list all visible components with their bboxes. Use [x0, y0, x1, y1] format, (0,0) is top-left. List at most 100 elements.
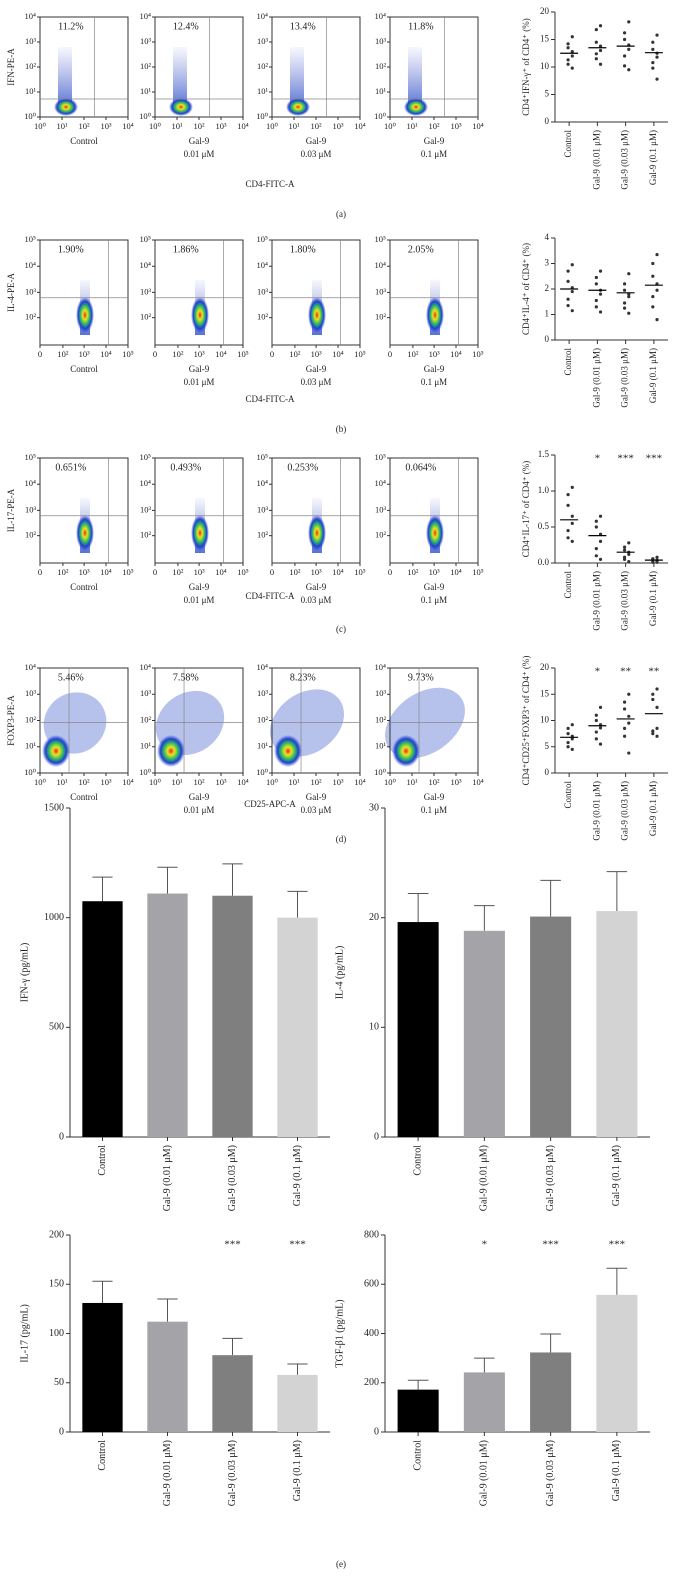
y-tick-label: 10⁰ [374, 111, 387, 121]
bar [463, 1372, 505, 1432]
data-point [651, 732, 655, 736]
y-tick-label: 10¹ [375, 86, 387, 96]
y-tick-label: 10² [25, 714, 37, 724]
category-label: 0.01 μM [184, 595, 215, 605]
x-tick-label: 10³ [311, 349, 323, 359]
data-point [598, 742, 603, 746]
significance-label: *** [224, 1239, 241, 1251]
data-point [627, 692, 631, 696]
data-point [570, 514, 574, 518]
quadrant-percent: 0.651% [55, 462, 86, 473]
category-label: 0.1 μM [421, 805, 447, 815]
x-tick-label: 10⁰ [384, 777, 397, 787]
y-tick-label: 10³ [140, 36, 152, 46]
data-point [627, 559, 631, 564]
x-tick-label: 10⁴ [237, 121, 249, 131]
data-point [566, 62, 570, 66]
category-label: Gal-9 [306, 136, 327, 146]
x-tick-label: 10¹ [406, 777, 418, 787]
x-tick-label: 10⁴ [100, 567, 112, 577]
category-label: Gal-9 [189, 364, 210, 374]
y-tick-label: 20 [540, 662, 550, 672]
x-tick-label: Gal-9 (0.01 μM) [591, 130, 601, 190]
data-point [594, 282, 598, 286]
significance-label: *** [609, 1239, 626, 1251]
y-tick-label: 2 [545, 283, 550, 293]
quadrant-percent: 7.58% [173, 672, 199, 683]
significance-label: *** [542, 1239, 559, 1251]
category-label: 0.1 μM [421, 377, 447, 387]
x-tick-label: Control [412, 1440, 423, 1471]
y-tick-label: 10³ [257, 286, 269, 296]
data-point [655, 55, 659, 59]
x-tick-label: 10² [193, 777, 205, 787]
event-cloud [308, 297, 326, 333]
y-tick-label: 10 [369, 1022, 379, 1033]
x-tick-label: 10⁴ [122, 777, 134, 787]
bar [82, 901, 123, 1137]
y-tick-label: 10¹ [25, 86, 37, 96]
quadrant-percent: 0.064% [405, 462, 436, 473]
x-tick-label: 10³ [429, 567, 441, 577]
event-cloud [54, 98, 78, 116]
y-axis-title: IL-17-PE-A [6, 488, 16, 532]
y-tick-label: 10⁴ [25, 260, 37, 270]
event-plume [173, 47, 187, 107]
data-point [627, 541, 631, 545]
x-tick-label: 0 [270, 349, 274, 359]
event-plume [290, 47, 304, 107]
significance-label: ** [620, 666, 631, 678]
category-label: Gal-9 [306, 792, 327, 802]
y-tick-label: 10⁴ [25, 478, 37, 488]
event-cloud [426, 515, 444, 551]
data-point [566, 297, 570, 301]
category-label: 0.03 μM [301, 149, 332, 159]
data-point [622, 545, 627, 549]
y-tick-label: 10¹ [257, 741, 269, 751]
data-point [598, 726, 603, 730]
x-tick-label: Gal-9 (0.1 μM) [648, 348, 658, 403]
data-point [622, 700, 627, 704]
data-point [566, 279, 570, 283]
y-tick-label: 10⁰ [139, 111, 152, 121]
data-point [622, 64, 627, 68]
y-tick-label: 10⁰ [256, 111, 269, 121]
y-tick-label: 150 [49, 1279, 64, 1290]
y-tick-label: 10³ [140, 286, 152, 296]
data-point [566, 529, 570, 533]
data-point [566, 503, 570, 507]
x-tick-label: 10² [172, 567, 184, 577]
y-tick-label: 0 [545, 767, 550, 777]
y-tick-label: 20 [369, 912, 379, 923]
data-point [594, 52, 598, 56]
quadrant-percent: 1.90% [58, 244, 84, 255]
x-tick-label: 10⁵ [472, 567, 484, 577]
y-tick-label: 100 [49, 1328, 64, 1339]
y-tick-label: 10³ [375, 688, 387, 698]
x-tick-label: 10⁴ [450, 567, 462, 577]
x-tick-label: 10⁴ [237, 777, 249, 787]
data-point [594, 525, 598, 529]
x-tick-label: 10³ [332, 121, 344, 131]
data-point [622, 726, 627, 730]
data-point [598, 514, 603, 518]
y-tick-label: 10² [375, 530, 387, 540]
data-point [570, 263, 574, 267]
x-tick-label: Control [563, 130, 573, 158]
plot-frame [39, 16, 129, 118]
x-tick-label: Gal-9 (0.1 μM) [292, 1440, 303, 1501]
event-cloud [274, 735, 302, 767]
category-label: 0.01 μM [184, 805, 215, 815]
event-plume [58, 47, 72, 107]
y-tick-label: 0.0 [538, 557, 550, 567]
plot-frame [389, 16, 479, 118]
y-tick-label: 15 [540, 34, 550, 44]
x-tick-label: Control [97, 1440, 108, 1471]
y-tick-label: 15 [540, 688, 550, 698]
x-tick-label: 10⁴ [215, 349, 227, 359]
event-cloud [76, 515, 94, 551]
data-point [627, 552, 631, 556]
x-tick-label: 10² [289, 349, 301, 359]
x-tick-label: 10⁵ [122, 567, 134, 577]
y-tick-label: 10² [257, 61, 269, 71]
